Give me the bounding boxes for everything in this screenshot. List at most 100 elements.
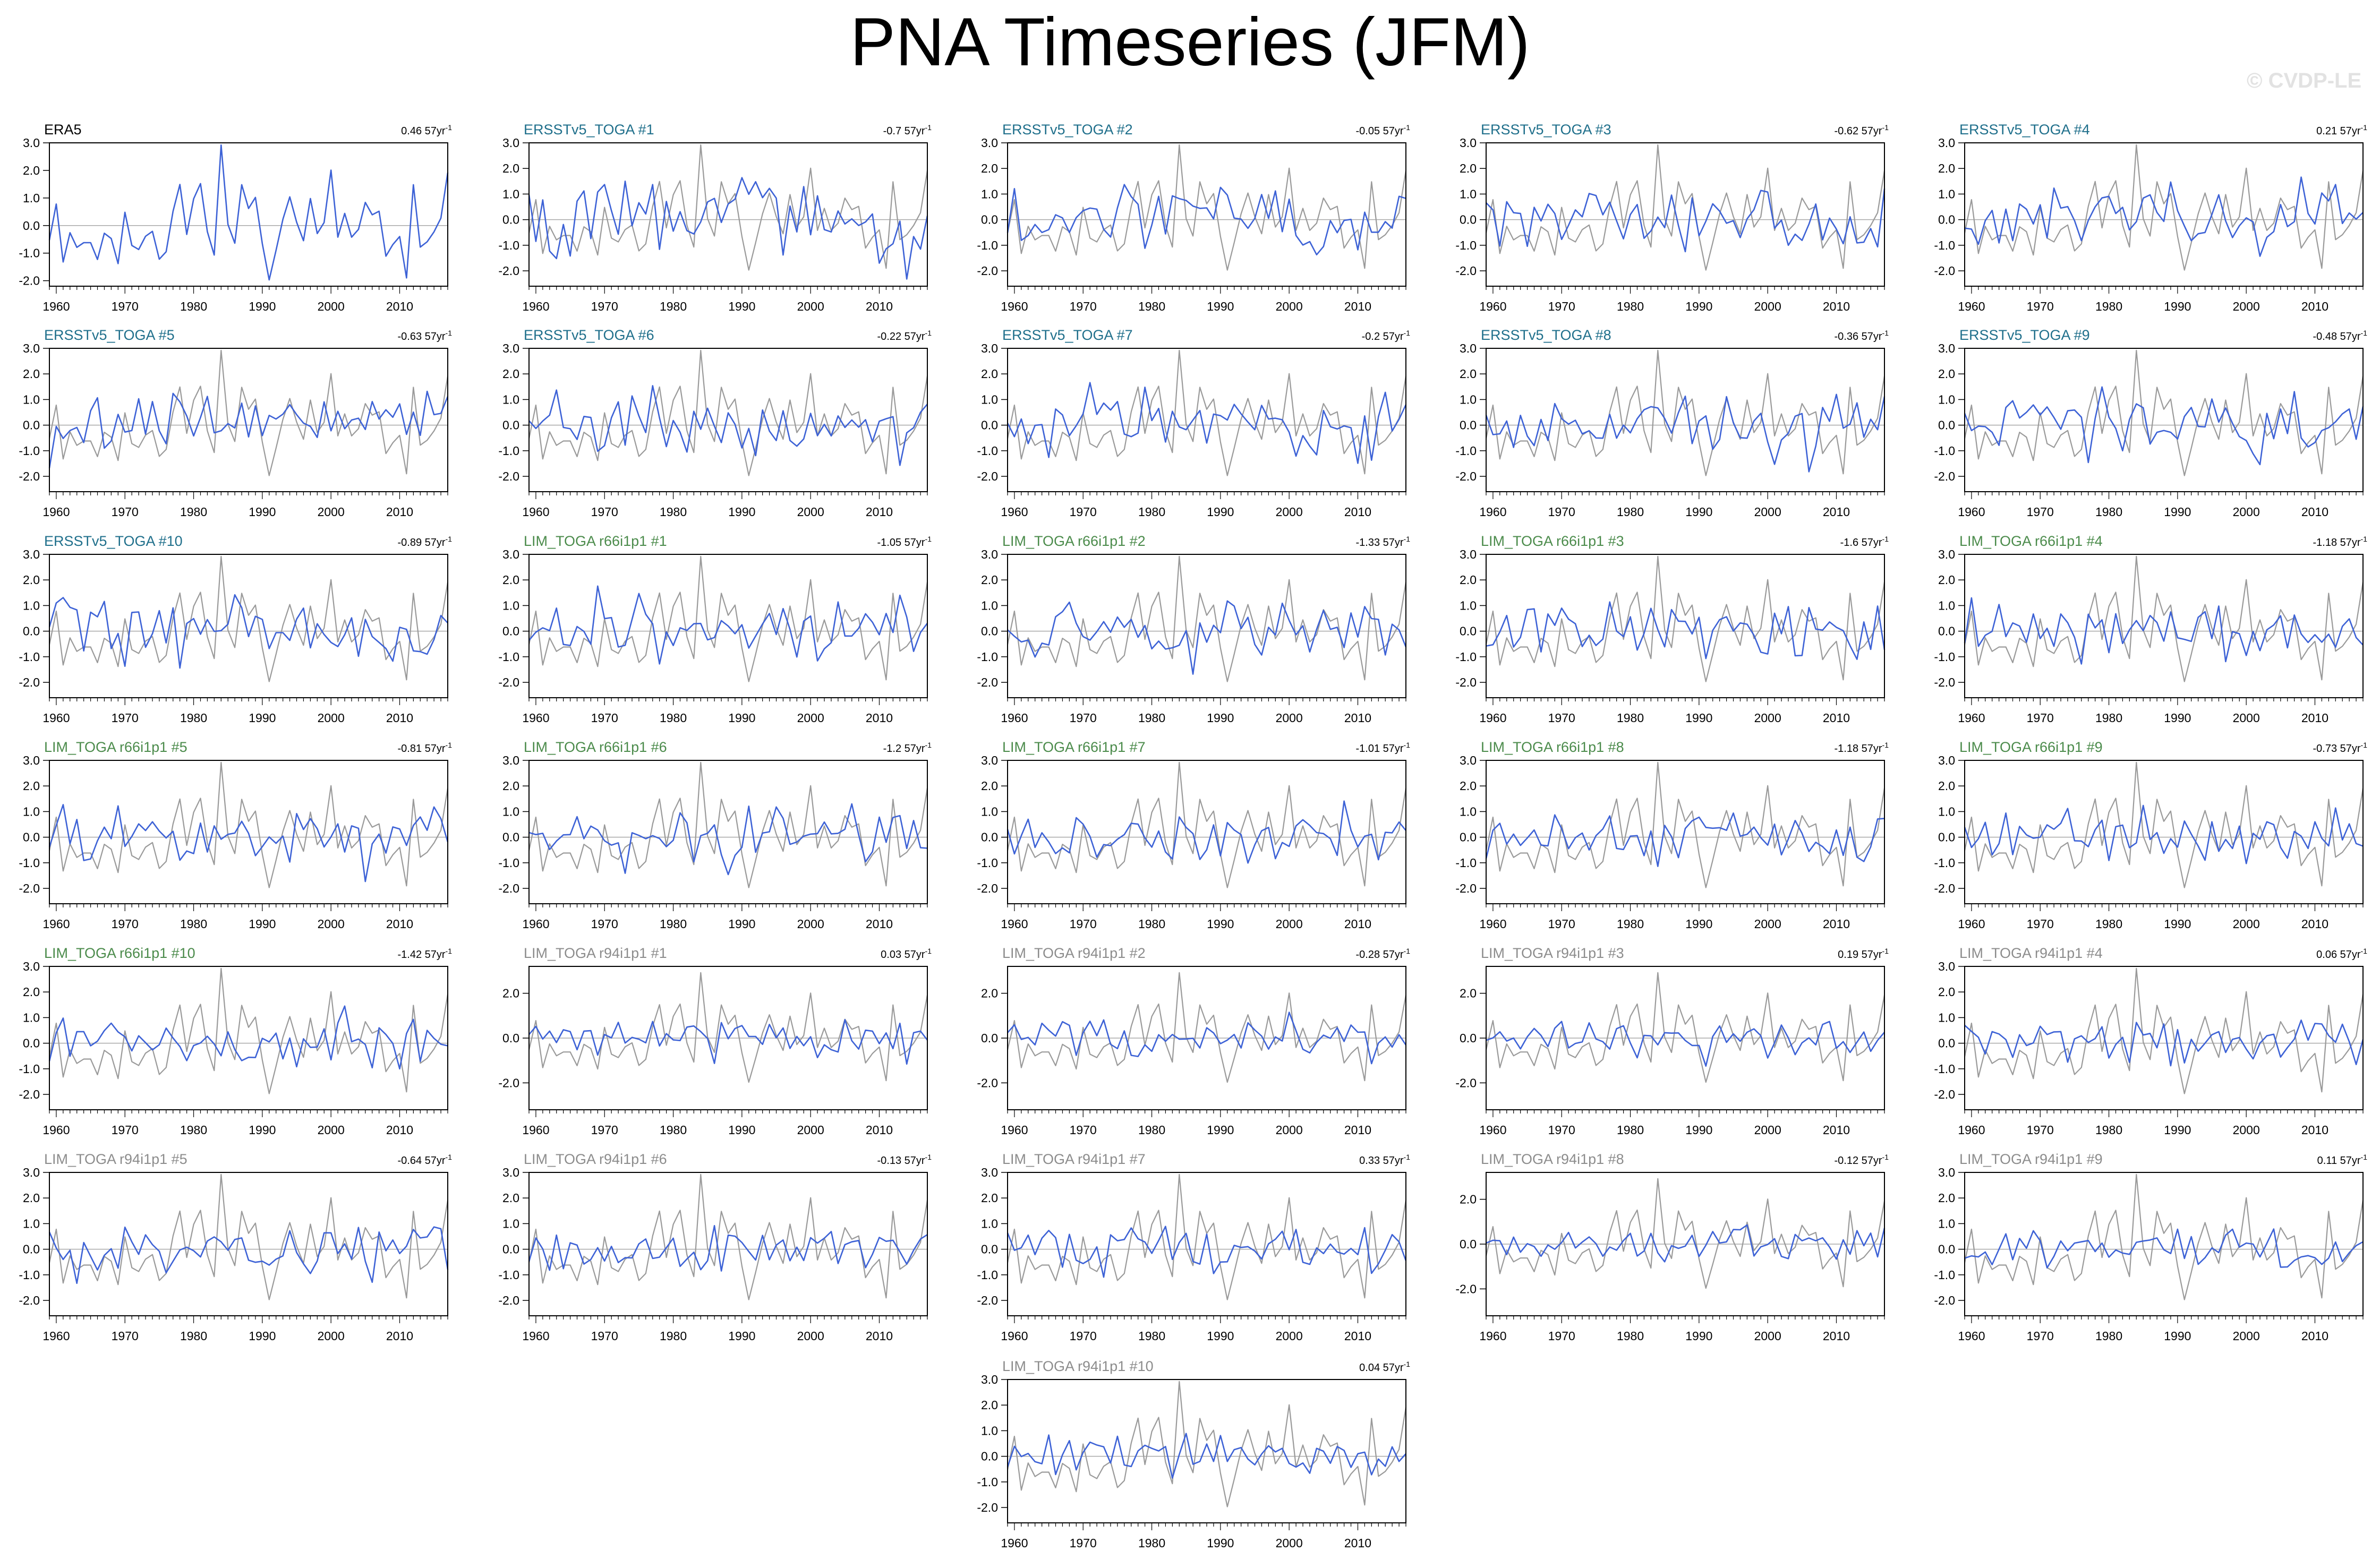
y-tick-label: -2.0	[977, 1501, 998, 1514]
x-tick-label: 2000	[1276, 299, 1303, 313]
y-tick-label: -2.0	[977, 469, 998, 483]
x-tick-label: 1960	[42, 1123, 70, 1137]
x-tick-label: 1990	[1685, 711, 1712, 725]
plot-frame	[1964, 348, 2364, 492]
x-tick-label: 1970	[1548, 299, 1575, 313]
x-tick-label: 1980	[180, 711, 207, 725]
trend-label: -0.63 57yr-1	[397, 329, 452, 342]
y-tick-label: -2.0	[1455, 1076, 1477, 1090]
y-tick-label: -2.0	[19, 1087, 40, 1101]
y-tick-label: -1.0	[19, 856, 40, 870]
panel-title: LIM_TOGA r94i1p1 #4	[1959, 945, 2103, 961]
y-tick-label: 3.0	[1460, 341, 1477, 355]
x-tick-label: 1990	[2164, 505, 2191, 519]
x-tick-label: 1960	[1479, 917, 1506, 931]
trend-label: -1.2 57yr-1	[883, 741, 932, 755]
y-tick-label: -2.0	[1455, 881, 1477, 895]
y-tick-label: 0.0	[1938, 418, 1955, 432]
y-tick-label: 0.0	[981, 830, 998, 844]
x-tick-label: 2010	[1344, 505, 1371, 519]
y-tick-label: 3.0	[1938, 547, 1955, 561]
panel-title: ERSSTv5_TOGA #6	[524, 327, 654, 343]
x-tick-label: 1980	[1138, 505, 1165, 519]
x-tick-label: 1990	[2164, 299, 2191, 313]
plot-frame	[1486, 760, 1885, 904]
x-tick-label: 2000	[1276, 917, 1303, 931]
obs-series-line	[1485, 972, 1886, 1083]
x-tick-label: 1960	[1958, 1123, 1985, 1137]
y-tick-label: -2.0	[977, 675, 998, 689]
y-tick-label: 1.0	[1460, 598, 1477, 612]
x-tick-label: 1990	[1685, 917, 1712, 931]
x-tick-label: 1990	[1207, 1536, 1234, 1550]
x-tick-label: 2000	[2233, 505, 2260, 519]
x-tick-label: 1980	[660, 505, 687, 519]
obs-series-line	[1485, 555, 1886, 682]
y-tick-label: 0.0	[1460, 213, 1477, 227]
panel-17: LIM_TOGA r66i1p1 #6 -1.2 57yr-1 -2.0 -1.0 0.…	[498, 739, 932, 931]
model-series-line	[48, 1226, 449, 1284]
x-tick-label: 1990	[249, 505, 276, 519]
x-tick-label: 2000	[318, 505, 345, 519]
y-tick-label: 2.0	[502, 1191, 519, 1205]
panel-title: LIM_TOGA r94i1p1 #8	[1481, 1151, 1624, 1167]
trend-label: -0.62 57yr-1	[1834, 123, 1889, 137]
obs-series-line	[1964, 761, 2364, 888]
x-tick-label: 1980	[1138, 917, 1165, 931]
trend-label: -0.73 57yr-1	[2313, 741, 2367, 755]
plot-frame	[1964, 554, 2364, 698]
panel-title: LIM_TOGA r66i1p1 #9	[1959, 739, 2103, 755]
y-tick-label: 1.0	[1938, 187, 1955, 201]
x-tick-label: 1970	[1070, 711, 1097, 725]
x-tick-label: 1960	[1479, 1329, 1506, 1343]
plot-frame	[528, 1172, 928, 1316]
y-tick-label: 1.0	[981, 1424, 998, 1437]
obs-series-line	[1485, 761, 1886, 888]
plot-frame	[1007, 1379, 1406, 1523]
y-tick-label: 2.0	[1938, 161, 1955, 175]
trend-label: -0.89 57yr-1	[397, 535, 452, 549]
x-tick-label: 2010	[866, 299, 893, 313]
y-tick-label: -2.0	[19, 469, 40, 483]
y-tick-label: 1.0	[1938, 1216, 1955, 1230]
x-tick-label: 2000	[318, 711, 345, 725]
panel-title: LIM_TOGA r66i1p1 #8	[1481, 739, 1624, 755]
panel-title: ERSSTv5_TOGA #8	[1481, 327, 1611, 343]
y-tick-label: 0.0	[1938, 830, 1955, 844]
panel-13: LIM_TOGA r66i1p1 #2 -1.33 57yr-1 -2.0 -1.0 0…	[977, 533, 1410, 725]
panel-title: ERA5	[44, 122, 82, 138]
y-tick-label: -1.0	[1934, 856, 1955, 870]
y-tick-label: 0.0	[502, 1031, 519, 1045]
x-tick-label: 2010	[866, 1123, 893, 1137]
x-tick-label: 1970	[2027, 1123, 2054, 1137]
panel-title: LIM_TOGA r66i1p1 #3	[1481, 533, 1624, 549]
trend-label: -0.05 57yr-1	[1355, 123, 1410, 137]
x-tick-label: 1970	[112, 1329, 139, 1343]
x-tick-label: 1970	[591, 505, 618, 519]
y-tick-label: 3.0	[502, 547, 519, 561]
x-tick-label: 1960	[522, 917, 549, 931]
y-tick-label: 3.0	[1938, 1166, 1955, 1179]
y-tick-label: 2.0	[1938, 573, 1955, 587]
model-series-line	[528, 803, 928, 876]
x-tick-label: 1980	[180, 1329, 207, 1343]
panel-8: ERSSTv5_TOGA #7 -0.2 57yr-1 -2.0 -1.0 0.0 1.0…	[977, 327, 1410, 519]
model-series-line	[528, 1225, 928, 1272]
x-tick-label: 1990	[1207, 505, 1234, 519]
y-tick-label: 2.0	[981, 1191, 998, 1205]
x-tick-label: 1960	[42, 711, 70, 725]
y-tick-label: -2.0	[1934, 264, 1955, 278]
trend-label: 0.06 57yr-1	[2316, 947, 2367, 961]
plot-frame	[49, 966, 448, 1110]
x-tick-label: 1980	[660, 299, 687, 313]
x-tick-label: 1990	[1685, 1123, 1712, 1137]
x-tick-label: 1980	[660, 711, 687, 725]
y-tick-label: 3.0	[502, 341, 519, 355]
y-tick-label: 0.0	[1938, 1036, 1955, 1050]
x-tick-label: 1960	[1001, 1329, 1028, 1343]
y-tick-label: -2.0	[1934, 1293, 1955, 1307]
y-tick-label: 1.0	[502, 1216, 519, 1230]
y-tick-label: -2.0	[498, 1293, 519, 1307]
x-tick-label: 2000	[2233, 711, 2260, 725]
x-tick-label: 2000	[1754, 299, 1781, 313]
